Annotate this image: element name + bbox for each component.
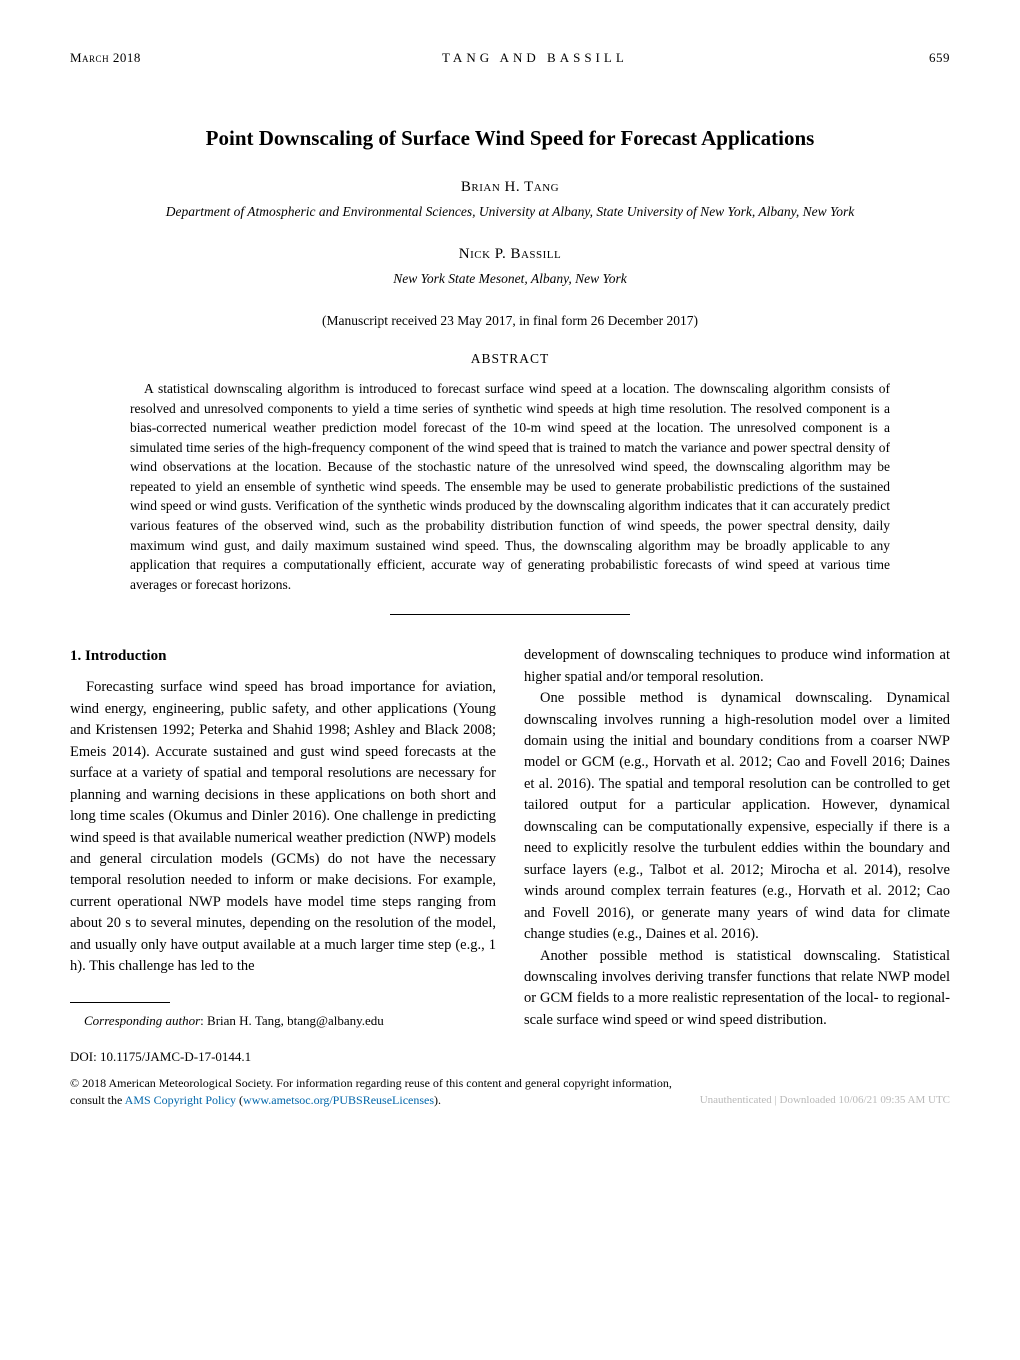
section-heading-intro: 1. Introduction: [70, 645, 496, 667]
column-left: 1. Introduction Forecasting surface wind…: [70, 645, 496, 1031]
doi-line: DOI: 10.1175/JAMC-D-17-0144.1: [70, 1049, 950, 1065]
intro-paragraph-2: One possible method is dynamical downsca…: [524, 688, 950, 945]
author-affiliation-1: Department of Atmospheric and Environmen…: [70, 204, 950, 220]
download-watermark: Unauthenticated | Downloaded 10/06/21 09…: [680, 1093, 950, 1108]
corresponding-label: Corresponding author: [84, 1013, 200, 1028]
body-columns: 1. Introduction Forecasting surface wind…: [70, 645, 950, 1031]
footer-row: © 2018 American Meteorological Society. …: [70, 1075, 950, 1107]
intro-paragraph-3: Another possible method is statistical d…: [524, 946, 950, 1032]
abstract-heading: ABSTRACT: [70, 351, 950, 367]
copyright-link-2[interactable]: www.ametsoc.org/PUBSReuseLicenses: [243, 1093, 434, 1107]
running-header: March 2018 TANG AND BASSILL 659: [70, 50, 950, 66]
corresponding-author: Corresponding author: Brian H. Tang, bta…: [70, 1011, 496, 1030]
manuscript-dates: (Manuscript received 23 May 2017, in fin…: [70, 313, 950, 329]
author-affiliation-2: New York State Mesonet, Albany, New York: [70, 271, 950, 287]
corresponding-value: : Brian H. Tang, btang@albany.edu: [200, 1013, 384, 1028]
header-date: March 2018: [70, 50, 141, 66]
copyright-link-1[interactable]: AMS Copyright Policy: [125, 1093, 236, 1107]
intro-paragraph-1-cont: development of downscaling techniques to…: [524, 645, 950, 688]
author-name-1: Brian H. Tang: [70, 179, 950, 196]
header-authors: TANG AND BASSILL: [442, 50, 628, 66]
header-page-number: 659: [929, 50, 950, 66]
author-name-2: Nick P. Bassill: [70, 246, 950, 263]
copyright-suffix: ).: [434, 1093, 441, 1107]
footnote-rule: [70, 1002, 170, 1003]
intro-paragraph-1: Forecasting surface wind speed has broad…: [70, 677, 496, 977]
section-divider: [390, 614, 630, 615]
column-right: development of downscaling techniques to…: [524, 645, 950, 1031]
copyright-middle: (: [236, 1093, 243, 1107]
copyright-text: © 2018 American Meteorological Society. …: [70, 1075, 680, 1107]
abstract-text: A statistical downscaling algorithm is i…: [130, 379, 890, 594]
paper-title: Point Downscaling of Surface Wind Speed …: [70, 126, 950, 151]
